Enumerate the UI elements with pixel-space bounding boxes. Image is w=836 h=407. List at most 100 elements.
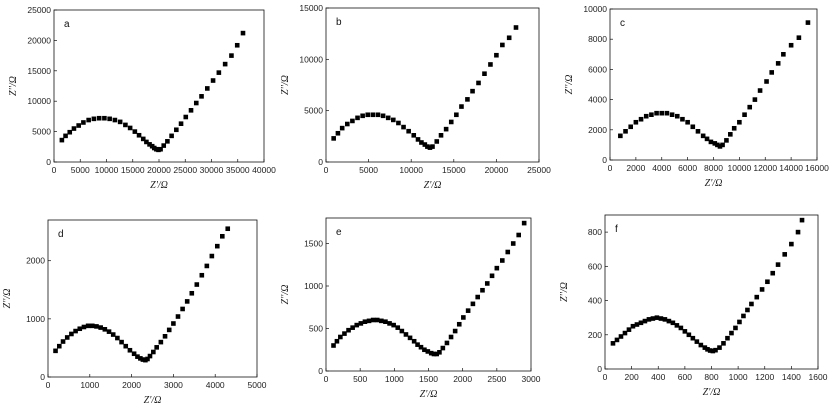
data-point <box>345 121 350 127</box>
data-point <box>199 94 204 99</box>
x-tick-label: 10000 <box>399 165 423 175</box>
data-point <box>796 35 802 40</box>
data-point <box>350 325 355 330</box>
data-point <box>331 136 336 141</box>
data-point <box>741 313 746 319</box>
data-point <box>144 139 149 145</box>
data-point <box>765 279 770 285</box>
data-point <box>158 339 164 345</box>
data-point <box>717 144 723 149</box>
data-point <box>805 20 811 25</box>
data-point <box>193 100 199 106</box>
data-point <box>618 334 624 339</box>
data-point <box>769 70 775 75</box>
data-point <box>360 113 365 119</box>
data-point <box>674 113 680 119</box>
y-tick-label: 500 <box>309 324 323 334</box>
y-tick-label: 6000 <box>588 64 607 74</box>
data-point <box>729 330 734 336</box>
x-tick-label: 400 <box>651 372 665 382</box>
x-tick-label: 2000 <box>626 163 645 173</box>
data-point <box>98 325 103 330</box>
plot-frame <box>325 217 532 372</box>
data-point <box>700 133 706 139</box>
data-point <box>165 139 170 144</box>
data-point <box>354 322 360 328</box>
data-point <box>470 88 475 94</box>
data-point <box>370 112 376 118</box>
data-point <box>415 342 420 347</box>
data-point <box>350 118 355 124</box>
data-point <box>379 318 384 324</box>
y-tick-label: 0 <box>597 364 602 374</box>
x-tick-label: 1500 <box>419 374 438 384</box>
data-point <box>115 335 120 341</box>
data-point <box>131 351 137 357</box>
data-point <box>338 334 343 340</box>
x-tick-label: 1000 <box>385 374 404 384</box>
y-axis-label: Z''/Ω <box>2 289 13 309</box>
x-tick-label: 20000 <box>147 165 171 175</box>
x-axis-label: Z'/Ω <box>424 180 442 191</box>
y-tick-label: 0 <box>318 157 323 167</box>
data-point <box>788 42 794 48</box>
x-tick-label: 2500 <box>487 374 506 384</box>
plot-frame <box>325 7 540 163</box>
data-point <box>510 241 516 246</box>
x-tick-label: 1000 <box>729 372 748 382</box>
data-point <box>459 104 464 109</box>
data-point <box>670 320 676 326</box>
data-point <box>205 86 210 91</box>
data-point <box>342 331 347 336</box>
y-tick-label: 400 <box>588 296 602 306</box>
data-point <box>500 258 505 263</box>
data-point <box>775 61 781 66</box>
panel-label: c <box>620 18 625 29</box>
data-point <box>724 138 729 143</box>
data-point <box>516 232 521 238</box>
plot-frame <box>53 9 265 163</box>
data-point <box>112 117 118 123</box>
data-point <box>209 253 215 259</box>
x-tick-label: 15000 <box>442 165 466 175</box>
data-point <box>638 320 644 326</box>
data-point <box>764 79 769 84</box>
data-point <box>710 348 716 354</box>
data-point <box>425 349 431 354</box>
y-tick-label: 5000 <box>32 127 51 137</box>
data-point <box>654 110 659 116</box>
data-point <box>638 116 644 122</box>
data-point <box>214 243 220 249</box>
panel-label: e <box>336 227 342 238</box>
data-point <box>151 349 156 355</box>
y-tick-label: 8000 <box>588 34 607 44</box>
data-point <box>674 323 680 328</box>
plot-frame <box>609 8 818 161</box>
x-tick-label: 25000 <box>527 165 551 175</box>
x-tick-label: 20000 <box>485 165 509 175</box>
x-tick-label: 600 <box>678 372 692 382</box>
data-point <box>715 142 720 148</box>
y-tick-label: 10000 <box>27 96 51 106</box>
data-point <box>480 287 485 293</box>
y-tick-label: 4000 <box>588 95 607 105</box>
data-point <box>494 265 500 271</box>
data-point <box>717 345 722 350</box>
data-point <box>117 119 123 125</box>
panel-label: d <box>58 229 64 240</box>
data-point <box>399 328 405 334</box>
y-axis-label: Z''/Ω <box>8 76 19 96</box>
data-point <box>147 353 153 359</box>
data-point <box>183 114 189 120</box>
data-point <box>745 307 750 313</box>
chart-panel-e: 0 500 1000 1500 2000 2500 3000 0 500 1000 1500 Z'/Ω… <box>280 217 541 400</box>
data-point <box>728 132 733 137</box>
data-point <box>770 270 776 276</box>
data-point <box>355 115 360 121</box>
data-point <box>86 117 91 123</box>
data-point <box>666 318 672 324</box>
data-point <box>178 121 184 126</box>
data-point <box>225 226 231 232</box>
data-point <box>695 129 701 134</box>
